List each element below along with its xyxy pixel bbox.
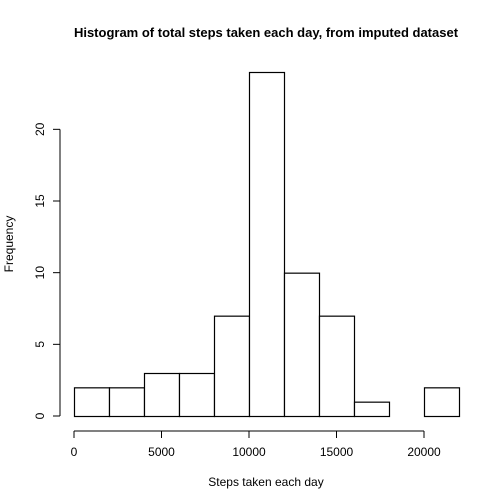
y-tick-label: 10 bbox=[33, 266, 47, 280]
x-tick-label: 10000 bbox=[232, 445, 266, 459]
histogram-bar bbox=[353, 401, 391, 418]
y-tick-label: 15 bbox=[33, 194, 47, 208]
x-tick-label: 5000 bbox=[148, 445, 175, 459]
histogram-bar bbox=[178, 372, 216, 418]
y-axis-label: Frequency bbox=[2, 216, 16, 273]
chart-title: Histogram of total steps taken each day,… bbox=[74, 25, 459, 40]
x-axis: 0 5000 10000 15000 20000 bbox=[71, 430, 441, 459]
histogram-bar bbox=[283, 272, 321, 418]
y-tick-label: 5 bbox=[33, 341, 47, 348]
x-tick-label: 0 bbox=[71, 445, 78, 459]
x-tick-label: 20000 bbox=[407, 445, 441, 459]
histogram-bar bbox=[318, 315, 356, 418]
y-axis: 0 5 10 15 20 bbox=[33, 122, 61, 419]
histogram-bar bbox=[73, 387, 111, 418]
histogram-bars bbox=[73, 71, 461, 418]
histogram-bar bbox=[108, 387, 146, 418]
histogram-bar bbox=[423, 387, 461, 418]
histogram-bar bbox=[213, 315, 251, 418]
x-axis-label: Steps taken each day bbox=[208, 475, 323, 489]
y-tick-label: 20 bbox=[33, 122, 47, 136]
histogram-bar bbox=[143, 372, 181, 418]
x-tick-label: 15000 bbox=[320, 445, 354, 459]
y-tick-label: 0 bbox=[33, 412, 47, 419]
histogram-bar bbox=[248, 71, 286, 418]
